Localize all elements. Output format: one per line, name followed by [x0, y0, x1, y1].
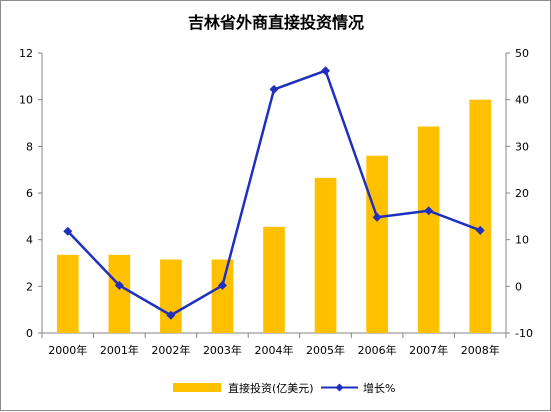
legend-swatch-bar [173, 383, 221, 392]
x-axis-tick-label: 2004年 [255, 343, 294, 357]
growth-point [424, 206, 434, 216]
left-axis-tick-label: 4 [26, 234, 33, 247]
chart-title: 吉林省外商直接投资情况 [188, 13, 364, 32]
legend-swatch-marker [335, 383, 344, 392]
legend: 直接投资(亿美元) 增长% [173, 381, 395, 395]
x-axis-tick-label: 2006年 [358, 343, 397, 357]
x-axis-tick-label: 2003年 [203, 343, 242, 357]
bar [263, 226, 285, 333]
growth-point [475, 225, 485, 235]
bar [314, 177, 337, 333]
left-axis-tick-label: 8 [26, 140, 33, 153]
bar [108, 254, 131, 333]
left-axis-tick-label: 6 [26, 187, 33, 200]
x-axis-tick-label: 2001年 [100, 343, 139, 357]
bar [469, 99, 492, 334]
right-axis-tick-label: -10 [515, 327, 533, 340]
growth-point [114, 280, 124, 290]
left-axis-tick-label: 2 [26, 280, 33, 293]
right-axis-tick-label: 40 [515, 94, 529, 107]
right-axis-tick-label: 50 [515, 47, 529, 60]
left-axis-tick-label: 12 [19, 47, 33, 60]
bar [211, 259, 234, 333]
left-axis-tick-label: 0 [26, 327, 33, 340]
legend-label-bar: 直接投资(亿美元) [228, 381, 314, 395]
growth-point [372, 212, 382, 222]
growth-point [269, 84, 279, 94]
bar [417, 126, 440, 333]
right-axis-tick-label: 30 [515, 140, 529, 153]
growth-point [166, 310, 176, 320]
growth-point [63, 226, 73, 236]
line-layer [63, 66, 485, 320]
bar [56, 254, 79, 333]
right-axis-tick-label: 10 [515, 234, 529, 247]
legend-label-line: 增长% [363, 381, 395, 395]
x-axis-tick-label: 2002年 [151, 343, 190, 357]
left-axis-tick-label: 10 [19, 94, 33, 107]
x-axis-tick-label: 2007年 [409, 343, 448, 357]
right-axis-tick-label: 0 [515, 280, 522, 293]
x-axis-tick-label: 2005年 [306, 343, 345, 357]
x-axis-tick-label: 2008年 [461, 343, 500, 357]
bar [366, 155, 388, 333]
bars-layer [56, 99, 492, 334]
right-axis-tick-label: 20 [515, 187, 529, 200]
x-axis-tick-label: 2000年 [48, 343, 87, 357]
axes-layer: 0 2 4 6 8 10 12 -10 0 10 20 30 40 50 2000年 2001年 2002年 20… [19, 47, 533, 357]
growth-point [321, 66, 331, 76]
growth-point [217, 280, 227, 290]
bar [160, 259, 182, 333]
